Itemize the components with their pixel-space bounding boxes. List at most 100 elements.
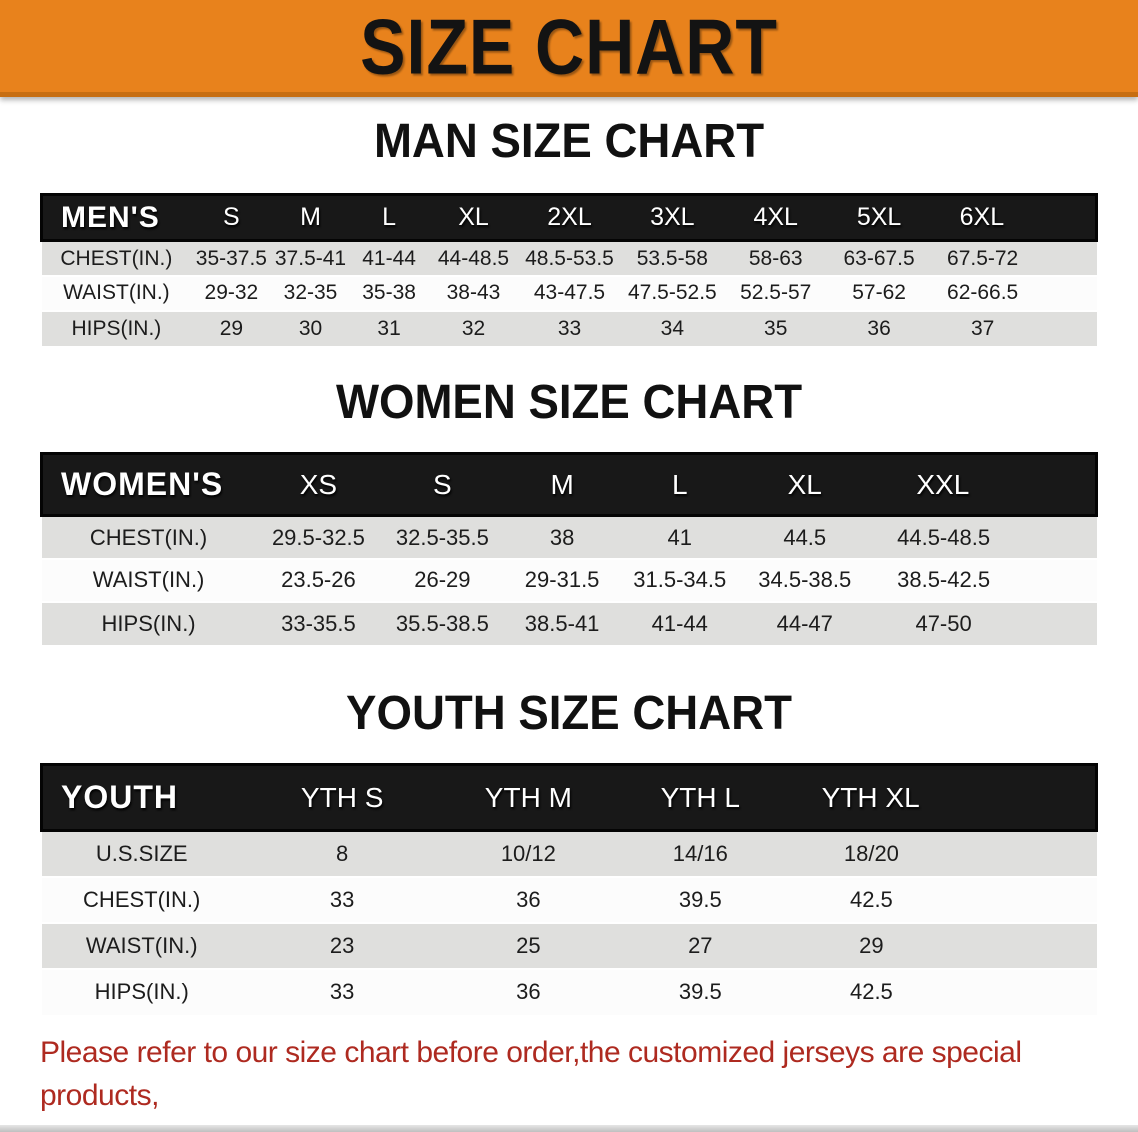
women-header-row: WOMEN'S XS S M L XL XXL xyxy=(41,453,1097,516)
men-table-label: MEN'S xyxy=(61,200,160,234)
men-col-header: 5XL xyxy=(856,203,902,232)
table-cell: 29-32 xyxy=(204,281,259,305)
table-cell: 36 xyxy=(516,886,541,912)
table-cell: 18/20 xyxy=(843,840,899,866)
table-cell: 41 xyxy=(667,524,692,550)
men-col-header: XL xyxy=(458,203,489,232)
men-col-header: 6XL xyxy=(959,203,1005,232)
table-cell: 35-37.5 xyxy=(195,246,267,270)
men-size-table: MEN'S S M L XL 2XL 3XL 4XL 5XL 6XL CHEST… xyxy=(40,193,1098,346)
table-cell: 14/16 xyxy=(672,840,728,866)
table-cell: 34.5-38.5 xyxy=(758,567,852,593)
table-cell: 32 xyxy=(461,316,486,340)
row-label: CHEST(IN.) xyxy=(60,246,173,270)
row-label: U.S.SIZE xyxy=(95,840,188,866)
table-cell: 42.5 xyxy=(849,979,893,1005)
table-cell: 52.5-57 xyxy=(740,281,812,305)
men-section-heading: MAN SIZE CHART xyxy=(373,115,765,168)
table-cell: 38-43 xyxy=(446,281,501,305)
image-bottom-edge xyxy=(0,1125,1138,1132)
table-cell: 23 xyxy=(329,932,355,958)
table-cell: 29-31.5 xyxy=(524,567,600,593)
women-table-label: WOMEN'S xyxy=(61,466,224,503)
youth-col-header: YTH XL xyxy=(821,781,920,813)
men-col-header: 4XL xyxy=(753,203,798,232)
table-cell: 29 xyxy=(219,316,244,340)
table-cell: 27 xyxy=(688,932,713,958)
table-cell: 34 xyxy=(660,316,685,340)
row-label: WAIST(IN.) xyxy=(85,932,198,958)
men-chest-row: CHEST(IN.) 35-37.5 37.5-41 41-44 44-48.5… xyxy=(41,240,1097,276)
table-cell: 36 xyxy=(516,979,541,1005)
row-label: CHEST(IN.) xyxy=(83,886,201,912)
table-cell: 32-35 xyxy=(283,281,338,305)
table-cell: 30 xyxy=(298,316,323,340)
women-section-heading: WOMEN SIZE CHART xyxy=(335,375,803,429)
table-cell: 25 xyxy=(516,932,541,958)
table-cell: 43-47.5 xyxy=(533,281,606,305)
table-cell: 44.5-48.5 xyxy=(897,524,991,550)
women-col-header: L xyxy=(671,468,688,500)
table-cell: 33-35.5 xyxy=(281,610,356,636)
men-col-header: L xyxy=(382,203,397,232)
table-cell: 31.5-34.5 xyxy=(633,567,727,593)
women-col-header: S xyxy=(433,468,452,500)
table-cell: 41-44 xyxy=(651,610,708,636)
youth-size-table: YOUTH YTH S YTH M YTH L YTH XL U.S.SIZE … xyxy=(40,763,1098,1015)
table-cell: 42.5 xyxy=(849,886,893,912)
men-header-row: MEN'S S M L XL 2XL 3XL 4XL 5XL 6XL xyxy=(41,194,1097,241)
table-cell: 29.5-32.5 xyxy=(271,524,365,550)
table-cell: 38 xyxy=(549,524,575,550)
men-hips-row: HIPS(IN.) 29 30 31 32 33 34 35 36 37 xyxy=(41,310,1097,346)
table-cell: 58-63 xyxy=(748,246,803,270)
table-cell: 53.5-58 xyxy=(636,246,708,270)
women-waist-row: WAIST(IN.) 23.5-26 26-29 29-31.5 31.5-34… xyxy=(41,558,1097,602)
youth-chest-row: CHEST(IN.) 33 36 39.5 42.5 xyxy=(41,876,1097,923)
youth-col-header: YTH M xyxy=(484,781,572,813)
table-cell: 33 xyxy=(557,316,582,340)
women-col-header: M xyxy=(550,468,574,500)
table-cell: 62-66.5 xyxy=(947,281,1019,305)
table-cell: 23.5-26 xyxy=(281,567,356,593)
disclaimer-text: Please refer to our size chart before or… xyxy=(40,1031,1118,1132)
table-cell: 29 xyxy=(859,932,884,958)
table-cell: 63-67.5 xyxy=(843,246,915,270)
table-cell: 35.5-38.5 xyxy=(395,610,489,636)
table-cell: 37 xyxy=(970,316,995,340)
row-label: WAIST(IN.) xyxy=(63,281,170,305)
table-cell: 36 xyxy=(867,316,891,340)
row-label: WAIST(IN.) xyxy=(92,567,205,593)
table-cell: 44.5 xyxy=(783,524,827,550)
table-cell: 39.5 xyxy=(678,979,722,1005)
table-cell: 10/12 xyxy=(500,840,556,866)
women-chest-row: CHEST(IN.) 29.5-32.5 32.5-35.5 38 41 44.… xyxy=(41,515,1097,559)
table-cell: 32.5-35.5 xyxy=(395,524,489,550)
table-cell: 39.5 xyxy=(678,886,722,912)
women-hips-row: HIPS(IN.) 33-35.5 35.5-38.5 38.5-41 41-4… xyxy=(41,601,1097,645)
women-col-header: XL xyxy=(787,468,822,500)
banner-title: SIZE CHART xyxy=(360,2,778,90)
youth-hips-row: HIPS(IN.) 33 36 39.5 42.5 xyxy=(41,968,1097,1015)
men-waist-row: WAIST(IN.) 29-32 32-35 35-38 38-43 43-47… xyxy=(41,275,1097,311)
table-cell: 33 xyxy=(329,886,355,912)
youth-ussize-row: U.S.SIZE 8 10/12 14/16 18/20 xyxy=(41,830,1097,877)
table-cell: 47.5-52.5 xyxy=(627,281,717,305)
row-label: HIPS(IN.) xyxy=(71,316,162,340)
table-cell: 35 xyxy=(764,316,788,340)
row-label: HIPS(IN.) xyxy=(94,979,189,1005)
youth-col-header: YTH S xyxy=(300,781,384,813)
table-cell: 26-29 xyxy=(414,567,471,593)
table-cell: 37.5-41 xyxy=(274,246,347,270)
youth-header-row: YOUTH YTH S YTH M YTH L YTH XL xyxy=(41,764,1097,831)
table-cell: 38.5-41 xyxy=(524,610,600,636)
table-cell: 31 xyxy=(377,316,401,340)
row-label: HIPS(IN.) xyxy=(101,610,196,636)
women-col-header: XS xyxy=(299,468,338,500)
women-size-table: WOMEN'S XS S M L XL XXL CHEST(IN.) 29.5-… xyxy=(40,452,1098,645)
table-cell: 33 xyxy=(329,979,355,1005)
men-col-header: 2XL xyxy=(547,203,592,232)
men-col-header: M xyxy=(300,203,321,232)
table-cell: 38.5-42.5 xyxy=(897,567,991,593)
table-cell: 48.5-53.5 xyxy=(525,246,614,270)
women-col-header: XXL xyxy=(916,468,970,500)
